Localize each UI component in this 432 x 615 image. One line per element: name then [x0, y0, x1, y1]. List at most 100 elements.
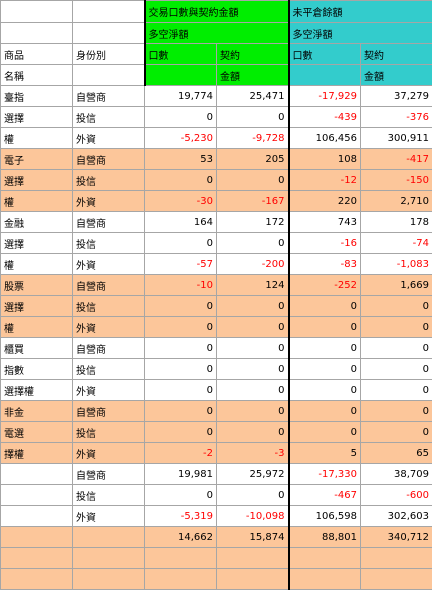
oi-lots-cell[interactable]: 0 — [287, 295, 361, 317]
oi-lots-header[interactable]: 口數 — [287, 43, 361, 65]
trade-lots-cell[interactable]: -30 — [144, 190, 217, 212]
trade-amount-cell[interactable]: -9,728 — [216, 127, 289, 149]
trade-lots-cell[interactable]: -5,319 — [144, 505, 217, 527]
oi-lots-cell[interactable]: -16 — [287, 232, 361, 254]
trade-lots-cell[interactable]: -10 — [144, 274, 217, 296]
cell[interactable] — [72, 0, 145, 23]
trade-lots-cell[interactable]: 0 — [144, 484, 217, 506]
trade-lots-cell[interactable]: 0 — [144, 400, 217, 422]
product-name-cell[interactable] — [0, 505, 73, 527]
oi-amount-cell[interactable]: -376 — [360, 106, 432, 128]
trade-amount-cell[interactable]: -200 — [216, 253, 289, 275]
trade-amount-cell[interactable]: 0 — [216, 400, 289, 422]
identity-cell[interactable]: 自營商 — [72, 337, 145, 359]
oi-lots-cell[interactable]: 106,598 — [287, 505, 361, 527]
oi-lots-cell[interactable]: -252 — [287, 274, 361, 296]
trade-lots-cell[interactable]: 164 — [144, 211, 217, 233]
trade-amount-cell[interactable]: 0 — [216, 106, 289, 128]
oi-amount-cell[interactable]: 300,911 — [360, 127, 432, 149]
total-oi-amount-cell[interactable]: 340,712 — [360, 526, 432, 548]
identity-cell[interactable]: 自營商 — [72, 463, 145, 485]
trade-amount-cell[interactable]: 0 — [216, 421, 289, 443]
cell[interactable] — [0, 22, 73, 44]
cell[interactable] — [360, 568, 432, 590]
trade-amount-cell[interactable]: 25,972 — [216, 463, 289, 485]
total-trade-lots-cell[interactable]: 14,662 — [144, 526, 217, 548]
product-name-cell[interactable] — [0, 484, 73, 506]
product-name-cell[interactable]: 選擇 — [0, 232, 73, 254]
product-name-cell[interactable]: 臺指 — [0, 85, 73, 107]
trade-lots-header[interactable]: 口數 — [143, 43, 217, 65]
oi-lots-cell[interactable]: 220 — [287, 190, 361, 212]
cell[interactable] — [360, 547, 432, 569]
product-name-cell[interactable]: 權 — [0, 190, 73, 212]
oi-amount-cell[interactable]: 65 — [360, 442, 432, 464]
trade-amount-cell[interactable]: 0 — [216, 169, 289, 191]
cell[interactable] — [72, 64, 145, 86]
trade-amount-cell[interactable]: 0 — [216, 316, 289, 338]
oi-amount-cell[interactable]: -417 — [360, 148, 432, 170]
oi-amount-cell[interactable]: 178 — [360, 211, 432, 233]
trade-net-header[interactable]: 多空淨額 — [143, 22, 289, 44]
identity-cell[interactable]: 自營商 — [72, 274, 145, 296]
oi-lots-cell[interactable]: 0 — [287, 337, 361, 359]
cell[interactable] — [216, 547, 289, 569]
oi-amount-cell[interactable]: 0 — [360, 358, 432, 380]
identity-cell[interactable]: 投信 — [72, 484, 145, 506]
oi-amount-cell[interactable]: 0 — [360, 295, 432, 317]
open-interest-group-header[interactable]: 未平倉餘額 — [287, 0, 432, 23]
cell[interactable] — [0, 0, 73, 23]
oi-amount-cell[interactable]: 0 — [360, 337, 432, 359]
product-name-cell[interactable]: 權 — [0, 316, 73, 338]
oi-lots-cell[interactable]: 0 — [287, 421, 361, 443]
trade-lots-cell[interactable]: 0 — [144, 169, 217, 191]
oi-amount-cell[interactable]: 1,669 — [360, 274, 432, 296]
trade-amount-cell[interactable]: 25,471 — [216, 85, 289, 107]
trade-amount-cell[interactable]: 205 — [216, 148, 289, 170]
trade-lots-cell[interactable]: 0 — [144, 232, 217, 254]
trade-group-header[interactable]: 交易口數與契約金額 — [143, 0, 289, 23]
cell[interactable] — [287, 64, 361, 86]
trade-amount-cell[interactable]: 0 — [216, 379, 289, 401]
product-name-cell[interactable]: 權 — [0, 127, 73, 149]
trade-amount-cell[interactable]: 0 — [216, 295, 289, 317]
cell[interactable] — [144, 547, 217, 569]
oi-lots-cell[interactable]: 0 — [287, 379, 361, 401]
cell[interactable] — [287, 568, 361, 590]
oi-lots-cell[interactable]: -439 — [287, 106, 361, 128]
identity-cell[interactable]: 外資 — [72, 127, 145, 149]
trade-amount-cell[interactable]: 0 — [216, 358, 289, 380]
cell[interactable] — [216, 568, 289, 590]
oi-lots-cell[interactable]: -467 — [287, 484, 361, 506]
cell[interactable] — [287, 547, 361, 569]
trade-lots-cell[interactable]: 0 — [144, 337, 217, 359]
product-name-cell[interactable]: 選擇 — [0, 295, 73, 317]
trade-lots-cell[interactable]: 0 — [144, 316, 217, 338]
oi-lots-cell[interactable]: 108 — [287, 148, 361, 170]
oi-lots-cell[interactable]: 0 — [287, 400, 361, 422]
trade-amount-cell[interactable]: 0 — [216, 232, 289, 254]
trade-lots-cell[interactable]: 19,774 — [144, 85, 217, 107]
trade-lots-cell[interactable]: -2 — [144, 442, 217, 464]
oi-lots-cell[interactable]: -17,929 — [287, 85, 361, 107]
product-name-cell[interactable]: 股票 — [0, 274, 73, 296]
identity-cell[interactable]: 外資 — [72, 379, 145, 401]
trade-lots-cell[interactable]: 0 — [144, 421, 217, 443]
identity-cell[interactable]: 投信 — [72, 106, 145, 128]
oi-amount-cell[interactable]: -74 — [360, 232, 432, 254]
oi-contract-header[interactable]: 契約 — [360, 43, 432, 65]
identity-cell[interactable]: 投信 — [72, 358, 145, 380]
oi-amount-cell[interactable]: 0 — [360, 400, 432, 422]
trade-lots-cell[interactable]: 0 — [144, 106, 217, 128]
product-name-cell[interactable]: 權 — [0, 253, 73, 275]
product-name-cell[interactable]: 選擇 — [0, 106, 73, 128]
product-header[interactable]: 商品 — [0, 43, 73, 65]
oi-lots-cell[interactable]: -12 — [287, 169, 361, 191]
oi-amount-cell[interactable]: 0 — [360, 421, 432, 443]
cell[interactable] — [72, 547, 145, 569]
trade-lots-cell[interactable]: 0 — [144, 358, 217, 380]
identity-cell[interactable]: 投信 — [72, 232, 145, 254]
product-name-cell[interactable]: 電子 — [0, 148, 73, 170]
identity-cell[interactable]: 投信 — [72, 295, 145, 317]
oi-amount-header[interactable]: 金額 — [360, 64, 432, 86]
